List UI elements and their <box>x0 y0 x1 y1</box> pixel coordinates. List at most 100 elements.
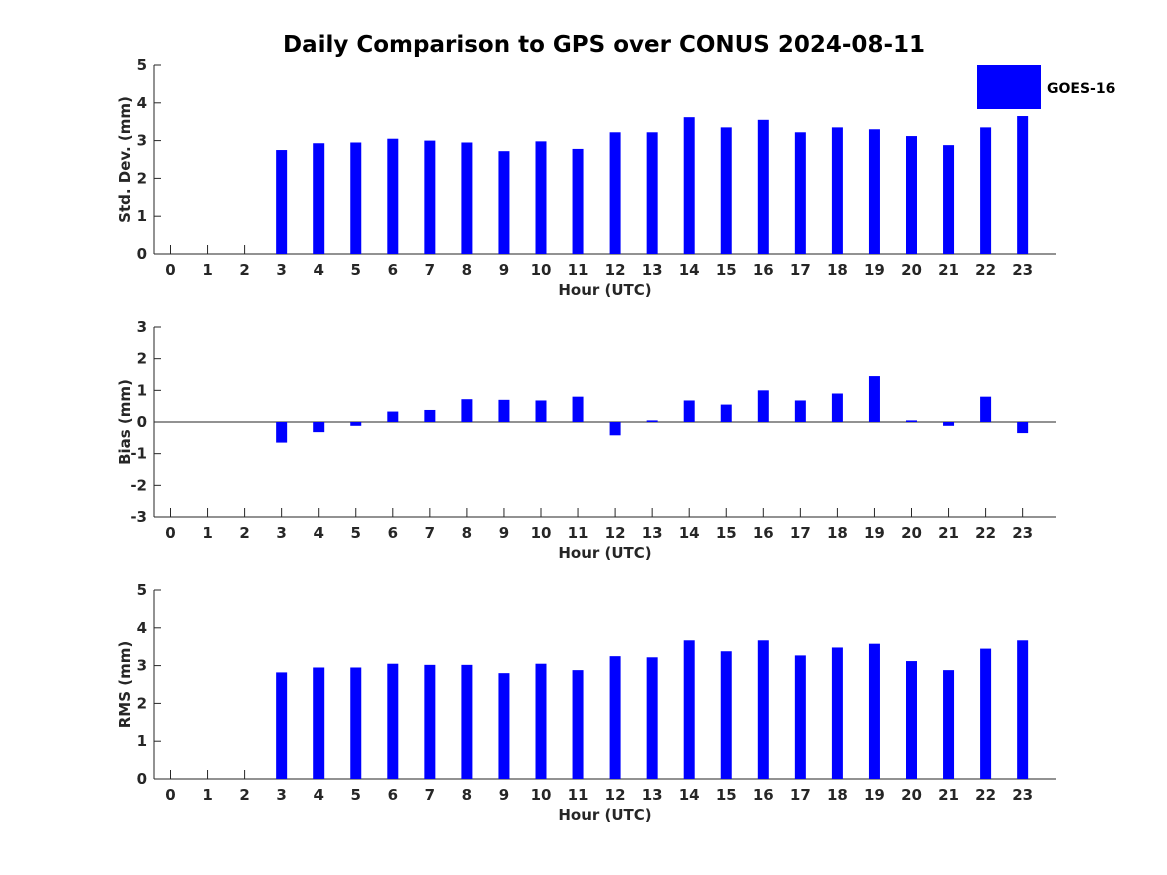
std-bar-hour-9 <box>498 151 510 254</box>
rms-xtick-label: 17 <box>790 786 811 804</box>
bias-xtick-label: 10 <box>531 524 552 542</box>
rms-bar-hour-11 <box>572 670 584 779</box>
bias-xtick-label: 3 <box>276 524 286 542</box>
rms-ytick-label: 4 <box>137 619 147 637</box>
bias-x-label: Hour (UTC) <box>558 544 651 562</box>
bias-y-label: Bias (mm) <box>116 379 134 465</box>
std-xtick-label: 22 <box>975 261 996 279</box>
rms-bar-hour-12 <box>609 656 621 779</box>
std-xtick-label: 12 <box>605 261 626 279</box>
rms-bar-hour-20 <box>906 661 917 779</box>
rms-ytick-label: 5 <box>137 581 147 599</box>
legend: GOES-16 <box>977 65 1115 109</box>
bias-xtick-label: 17 <box>790 524 811 542</box>
rms-xtick-label: 21 <box>938 786 959 804</box>
std-xtick-label: 4 <box>313 261 323 279</box>
rms-xtick-label: 11 <box>568 786 589 804</box>
bias-bar-hour-5 <box>350 422 362 426</box>
rms-bar-hour-18 <box>831 647 843 779</box>
rms-xtick-label: 23 <box>1012 786 1033 804</box>
std-xtick-label: 13 <box>642 261 663 279</box>
rms-xtick-label: 15 <box>716 786 737 804</box>
rms-bar-hour-4 <box>313 667 325 779</box>
rms-xtick-label: 18 <box>827 786 848 804</box>
rms-y-label: RMS (mm) <box>116 641 134 728</box>
rms-bar-hour-5 <box>350 667 362 779</box>
rms-xtick-label: 7 <box>425 786 435 804</box>
bias-xtick-label: 13 <box>642 524 663 542</box>
std-ytick-label: 1 <box>137 207 147 225</box>
std-x-label: Hour (UTC) <box>558 281 651 299</box>
rms-bar-hour-17 <box>794 655 806 779</box>
std-bar-hour-20 <box>906 136 917 254</box>
rms-xtick-label: 13 <box>642 786 663 804</box>
std-xtick-label: 16 <box>753 261 774 279</box>
rms-xtick-label: 14 <box>679 786 700 804</box>
rms-ytick-label: 3 <box>137 657 147 675</box>
rms-ytick-label: 1 <box>137 732 147 750</box>
rms-xtick-label: 8 <box>462 786 472 804</box>
bias-ytick-label: -1 <box>130 445 147 463</box>
rms-bar-hour-10 <box>535 663 547 779</box>
bias-xtick-label: 23 <box>1012 524 1033 542</box>
rms-bar-hour-13 <box>646 657 658 779</box>
rms-xtick-label: 5 <box>351 786 361 804</box>
chart-title: Daily Comparison to GPS over CONUS 2024-… <box>283 32 925 58</box>
rms-bar-hour-19 <box>868 643 880 779</box>
rms-ytick-label: 2 <box>137 694 147 712</box>
rms-xtick-label: 2 <box>239 786 249 804</box>
std-xtick-label: 0 <box>165 261 175 279</box>
std-ytick-label: 2 <box>137 169 147 187</box>
rms-xtick-label: 22 <box>975 786 996 804</box>
bias-xtick-label: 5 <box>351 524 361 542</box>
bias-bar-hour-19 <box>868 376 880 422</box>
std-xtick-label: 17 <box>790 261 811 279</box>
rms-bar-hour-14 <box>683 640 695 779</box>
bias-xtick-label: 14 <box>679 524 700 542</box>
rms-bar-hour-6 <box>387 663 399 779</box>
rms-xtick-label: 10 <box>531 786 552 804</box>
bias-ytick-label: 1 <box>137 381 147 399</box>
bias-bar-hour-12 <box>609 422 621 436</box>
std-bar-hour-21 <box>943 145 955 254</box>
rms-bar-hour-15 <box>720 651 732 779</box>
std-bar-hour-19 <box>868 129 880 254</box>
bias-xtick-label: 1 <box>202 524 212 542</box>
rms-xtick-label: 0 <box>165 786 175 804</box>
bias-xtick-label: 4 <box>313 524 323 542</box>
std-xtick-label: 7 <box>425 261 435 279</box>
rms-xtick-label: 19 <box>864 786 885 804</box>
std-xtick-label: 9 <box>499 261 509 279</box>
rms-xtick-label: 9 <box>499 786 509 804</box>
std-bar-hour-3 <box>276 150 288 254</box>
bias-xtick-label: 2 <box>239 524 249 542</box>
rms-xtick-label: 16 <box>753 786 774 804</box>
std-xtick-label: 23 <box>1012 261 1033 279</box>
bias-ytick-label: 3 <box>137 318 147 336</box>
std-bar-hour-8 <box>461 142 473 254</box>
bias-bar-hour-7 <box>424 409 436 422</box>
bias-bar-hour-3 <box>276 422 288 443</box>
rms-xtick-label: 1 <box>202 786 212 804</box>
std-ytick-label: 5 <box>137 56 147 74</box>
std-bar-hour-17 <box>794 132 806 254</box>
bias-xtick-label: 12 <box>605 524 626 542</box>
std-bar-hour-10 <box>535 141 547 254</box>
bias-xtick-label: 18 <box>827 524 848 542</box>
std-ytick-label: 4 <box>137 94 147 112</box>
bias-bar-hour-14 <box>683 400 695 422</box>
std-xtick-label: 10 <box>531 261 552 279</box>
std-bar-hour-23 <box>1017 116 1029 254</box>
bias-bar-hour-10 <box>535 400 547 422</box>
bias-ytick-label: -3 <box>130 508 147 526</box>
bias-bar-hour-21 <box>943 422 955 426</box>
bias-bar-hour-22 <box>980 396 992 422</box>
bias-bar-hour-6 <box>387 411 399 422</box>
bias-xtick-label: 16 <box>753 524 774 542</box>
rms-bar-hour-16 <box>757 640 769 779</box>
std-xtick-label: 20 <box>901 261 922 279</box>
std-xtick-label: 1 <box>202 261 212 279</box>
